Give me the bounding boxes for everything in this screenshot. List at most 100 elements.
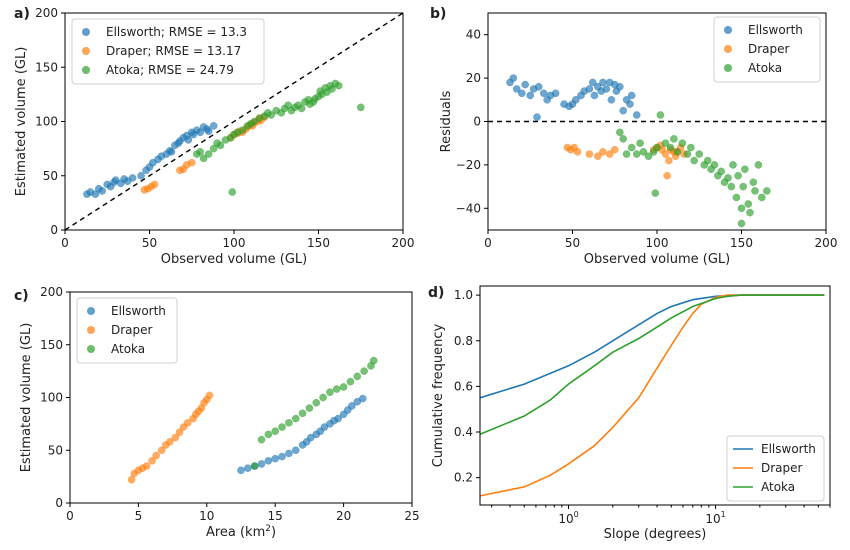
data-point — [622, 150, 631, 158]
data-point — [257, 460, 266, 468]
x-tick-label: 20 — [336, 509, 351, 523]
x-tick-label: 100 — [558, 510, 578, 526]
y-tick-label: 0 — [55, 496, 63, 510]
y-tick-label: 40 — [466, 28, 481, 42]
data-point — [663, 171, 671, 180]
data-point — [204, 127, 213, 136]
data-point — [664, 156, 673, 165]
data-point — [661, 139, 670, 148]
data-point — [673, 148, 682, 156]
data-point — [749, 178, 758, 187]
data-point — [509, 74, 518, 82]
legend-marker — [87, 307, 95, 315]
data-point — [724, 174, 732, 182]
data-point — [585, 85, 594, 93]
legend-marker — [724, 45, 732, 53]
data-point — [615, 128, 624, 137]
data-point — [670, 135, 678, 143]
x-tick-label: 150 — [730, 236, 753, 250]
data-point — [278, 452, 286, 461]
data-point — [710, 161, 719, 169]
legend-label: Draper — [761, 461, 803, 475]
data-point — [347, 402, 356, 410]
data-point — [644, 152, 653, 161]
data-point — [534, 82, 543, 91]
y-tick-label: 50 — [48, 443, 63, 457]
data-point — [196, 148, 205, 156]
x-tick-label: 10 — [199, 509, 214, 523]
data-point — [573, 148, 582, 156]
data-point — [746, 208, 754, 217]
y-tick-label: 0.4 — [454, 425, 473, 439]
x-tick-label: 0 — [484, 236, 492, 250]
data-point — [741, 165, 749, 174]
data-point — [533, 113, 541, 122]
data-point — [695, 150, 704, 158]
data-point — [632, 111, 641, 119]
data-point — [152, 451, 161, 460]
data-point — [285, 418, 293, 427]
x-tick-label: 150 — [307, 236, 330, 250]
data-point — [319, 393, 327, 402]
x-tick-label: 100 — [223, 236, 246, 250]
data-point — [703, 156, 712, 165]
data-point — [312, 398, 321, 407]
data-point — [737, 204, 746, 213]
y-tick-label: −40 — [456, 201, 481, 215]
legend-label: Atoka — [761, 480, 795, 494]
y-tick-label: 0 — [473, 115, 481, 129]
data-point — [184, 136, 193, 144]
legend-box — [76, 297, 178, 364]
data-point — [243, 464, 252, 473]
data-point — [636, 139, 644, 148]
data-point — [734, 171, 742, 180]
series-ellsworth — [83, 121, 218, 199]
data-point — [216, 141, 225, 150]
series-atoka — [615, 111, 771, 228]
data-point — [690, 156, 699, 165]
data-point — [666, 143, 675, 152]
data-point — [732, 193, 741, 202]
y-tick-label: 150 — [40, 338, 63, 352]
legend-marker — [82, 66, 90, 74]
y-tick-label: 0.6 — [454, 379, 473, 393]
x-axis-label: Observed volume (GL) — [161, 252, 307, 267]
data-point — [619, 106, 628, 115]
data-point — [204, 150, 213, 158]
x-tick-label: 50 — [142, 236, 157, 250]
data-point — [729, 161, 737, 169]
legend-box — [713, 16, 821, 83]
data-point — [297, 104, 306, 113]
x-tick-label: 200 — [392, 236, 415, 250]
data-point — [148, 456, 156, 465]
x-tick-label: 0 — [66, 509, 74, 523]
y-tick-label: 200 — [35, 6, 58, 20]
data-point — [209, 121, 218, 130]
data-point — [305, 404, 314, 412]
x-axis-label-main: Area (km — [206, 525, 265, 540]
series-draper — [127, 391, 214, 484]
legend-label: Atoka — [748, 61, 782, 75]
legend-marker — [82, 28, 90, 36]
x-tick-label: 101 — [705, 510, 725, 526]
data-point — [615, 82, 624, 91]
data-point — [656, 111, 665, 119]
series-atoka — [250, 356, 378, 470]
data-point — [683, 150, 692, 158]
panel-b: 0 50 100 150 200 −40 −20 0 20 40 Observed volume (… — [430, 6, 837, 267]
x-tick-exp: 1 — [721, 510, 726, 519]
series-line-atoka — [479, 294, 825, 436]
legend-label: Ellsworth — [748, 23, 803, 37]
data-point — [137, 171, 145, 180]
x-axis-label: Area (km2) — [206, 524, 276, 540]
data-point — [369, 356, 378, 365]
data-point — [157, 446, 166, 455]
panel-letter: d) — [428, 285, 444, 301]
data-point — [521, 80, 530, 89]
data-point — [353, 372, 362, 381]
data-point — [590, 91, 599, 100]
y-tick-label: 100 — [40, 391, 63, 405]
x-tick-label: 25 — [404, 509, 419, 523]
